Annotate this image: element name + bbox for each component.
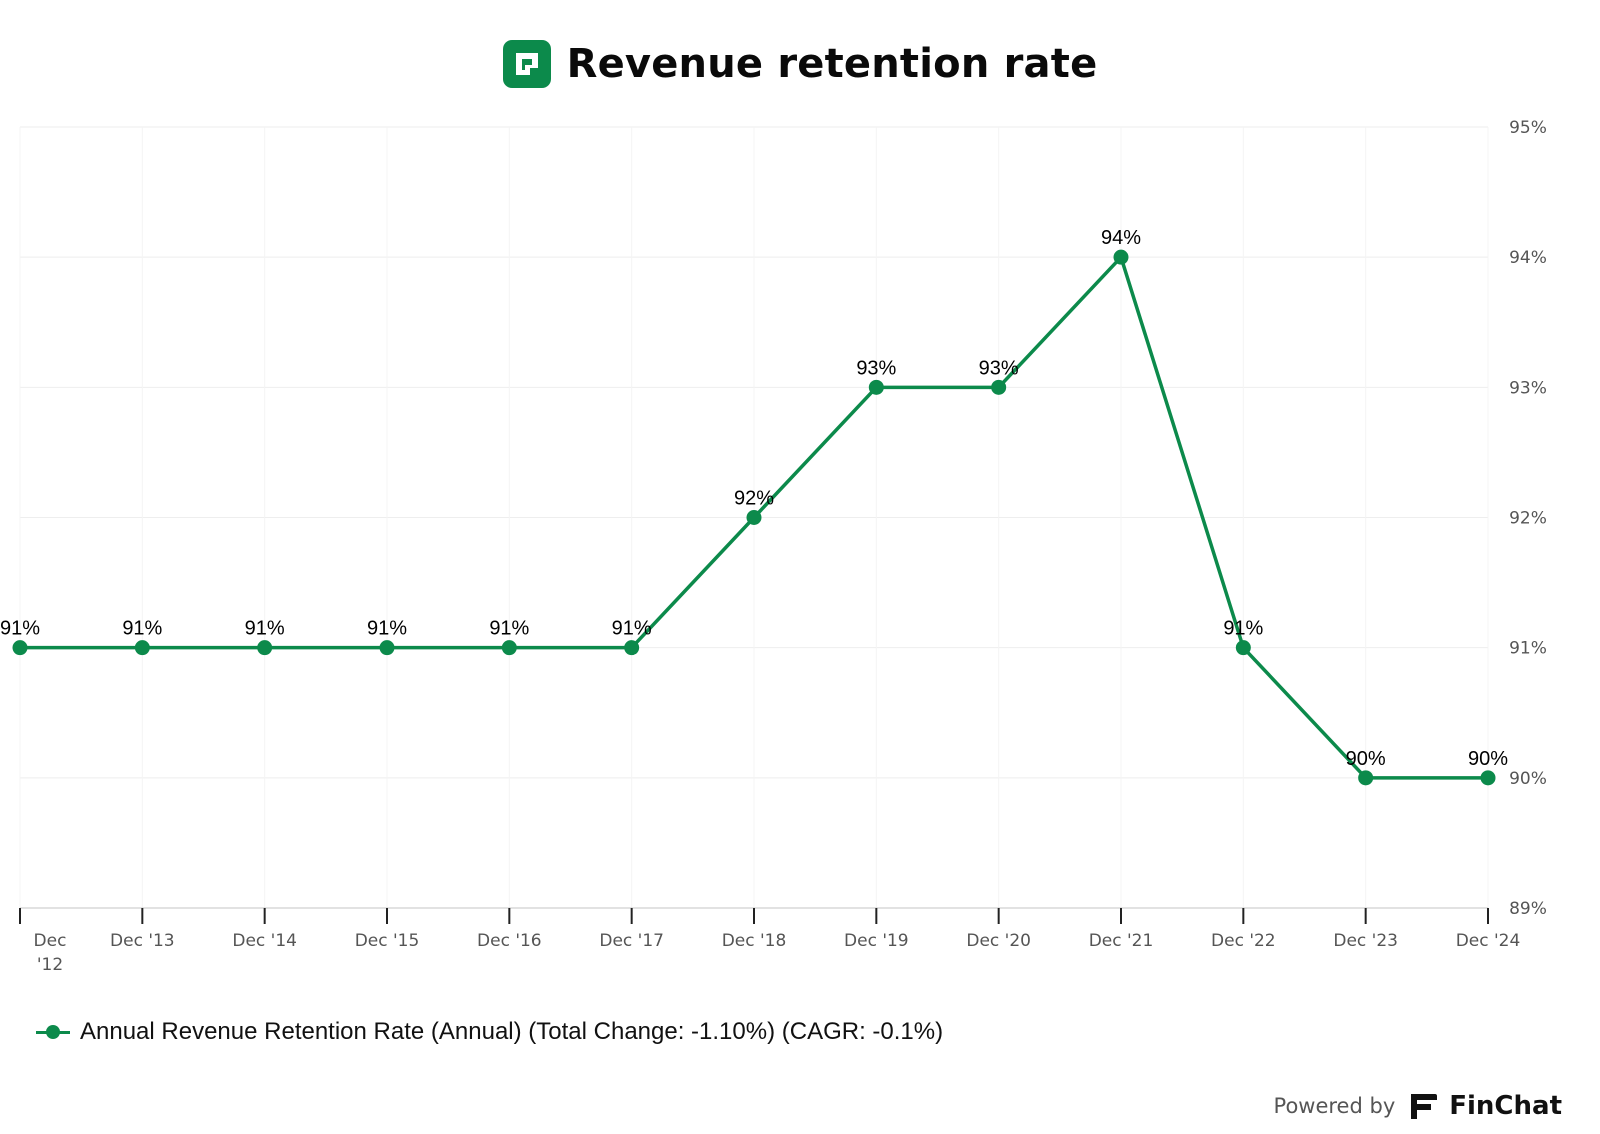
data-label: 92% (734, 488, 774, 510)
data-label: 91% (0, 618, 40, 640)
data-label: 91% (1223, 618, 1263, 640)
x-tick-label: '12 (37, 955, 63, 975)
x-tick-label: Dec '14 (232, 931, 297, 951)
data-label: 91% (612, 618, 652, 640)
data-label: 94% (1101, 227, 1141, 249)
y-tick-label: 93% (1509, 378, 1547, 398)
legend-label: Annual Revenue Retention Rate (Annual) (… (80, 1018, 944, 1045)
data-point (501, 640, 517, 656)
data-label: 91% (367, 618, 407, 640)
y-tick-label: 94% (1509, 248, 1547, 268)
x-tick-label: Dec '24 (1456, 931, 1521, 951)
data-point (12, 640, 28, 656)
y-tick-label: 89% (1509, 899, 1547, 919)
data-point (379, 640, 395, 656)
data-point (1113, 249, 1129, 265)
data-label: 90% (1468, 748, 1508, 770)
data-point (624, 640, 640, 656)
x-tick-label: Dec '15 (355, 931, 420, 951)
data-label: 93% (979, 357, 1019, 379)
company-logo-icon (502, 40, 551, 88)
data-point (257, 640, 273, 656)
x-tick-label: Dec '16 (477, 931, 542, 951)
data-point (1235, 640, 1251, 656)
data-point (991, 379, 1007, 395)
x-tick-label: Dec (34, 931, 67, 951)
y-tick-label: 90% (1509, 769, 1547, 789)
data-point (868, 379, 884, 395)
chart-header: Revenue retention rate (0, 36, 1600, 92)
chart-legend[interactable]: Annual Revenue Retention Rate (Annual) (… (36, 1012, 943, 1052)
y-tick-label: 95% (1509, 118, 1547, 138)
x-tick-label: Dec '22 (1211, 931, 1276, 951)
legend-marker-icon (36, 1022, 70, 1042)
x-tick-label: Dec '18 (722, 931, 787, 951)
y-tick-label: 91% (1509, 639, 1547, 659)
x-tick-label: Dec '19 (844, 931, 909, 951)
x-tick-label: Dec '20 (966, 931, 1031, 951)
data-point (1358, 770, 1374, 786)
chart-title: Revenue retention rate (566, 41, 1098, 87)
finchat-logo-icon (1411, 1094, 1438, 1119)
x-tick-label: Dec '13 (110, 931, 175, 951)
data-label: 91% (489, 618, 529, 640)
data-label: 93% (856, 357, 896, 379)
data-point (134, 640, 150, 656)
x-tick-label: Dec '23 (1333, 931, 1398, 951)
data-label: 91% (122, 618, 162, 640)
powered-by[interactable]: Powered by FinChat (1274, 1086, 1562, 1126)
data-point (1480, 770, 1496, 786)
x-tick-label: Dec '17 (599, 931, 664, 951)
brand-name: FinChat (1449, 1091, 1562, 1121)
data-label: 90% (1346, 748, 1386, 770)
data-label: 91% (245, 618, 285, 640)
data-point (746, 510, 762, 525)
powered-by-label: Powered by (1273, 1094, 1396, 1118)
y-tick-label: 92% (1509, 509, 1547, 529)
x-tick-label: Dec '21 (1089, 931, 1154, 951)
